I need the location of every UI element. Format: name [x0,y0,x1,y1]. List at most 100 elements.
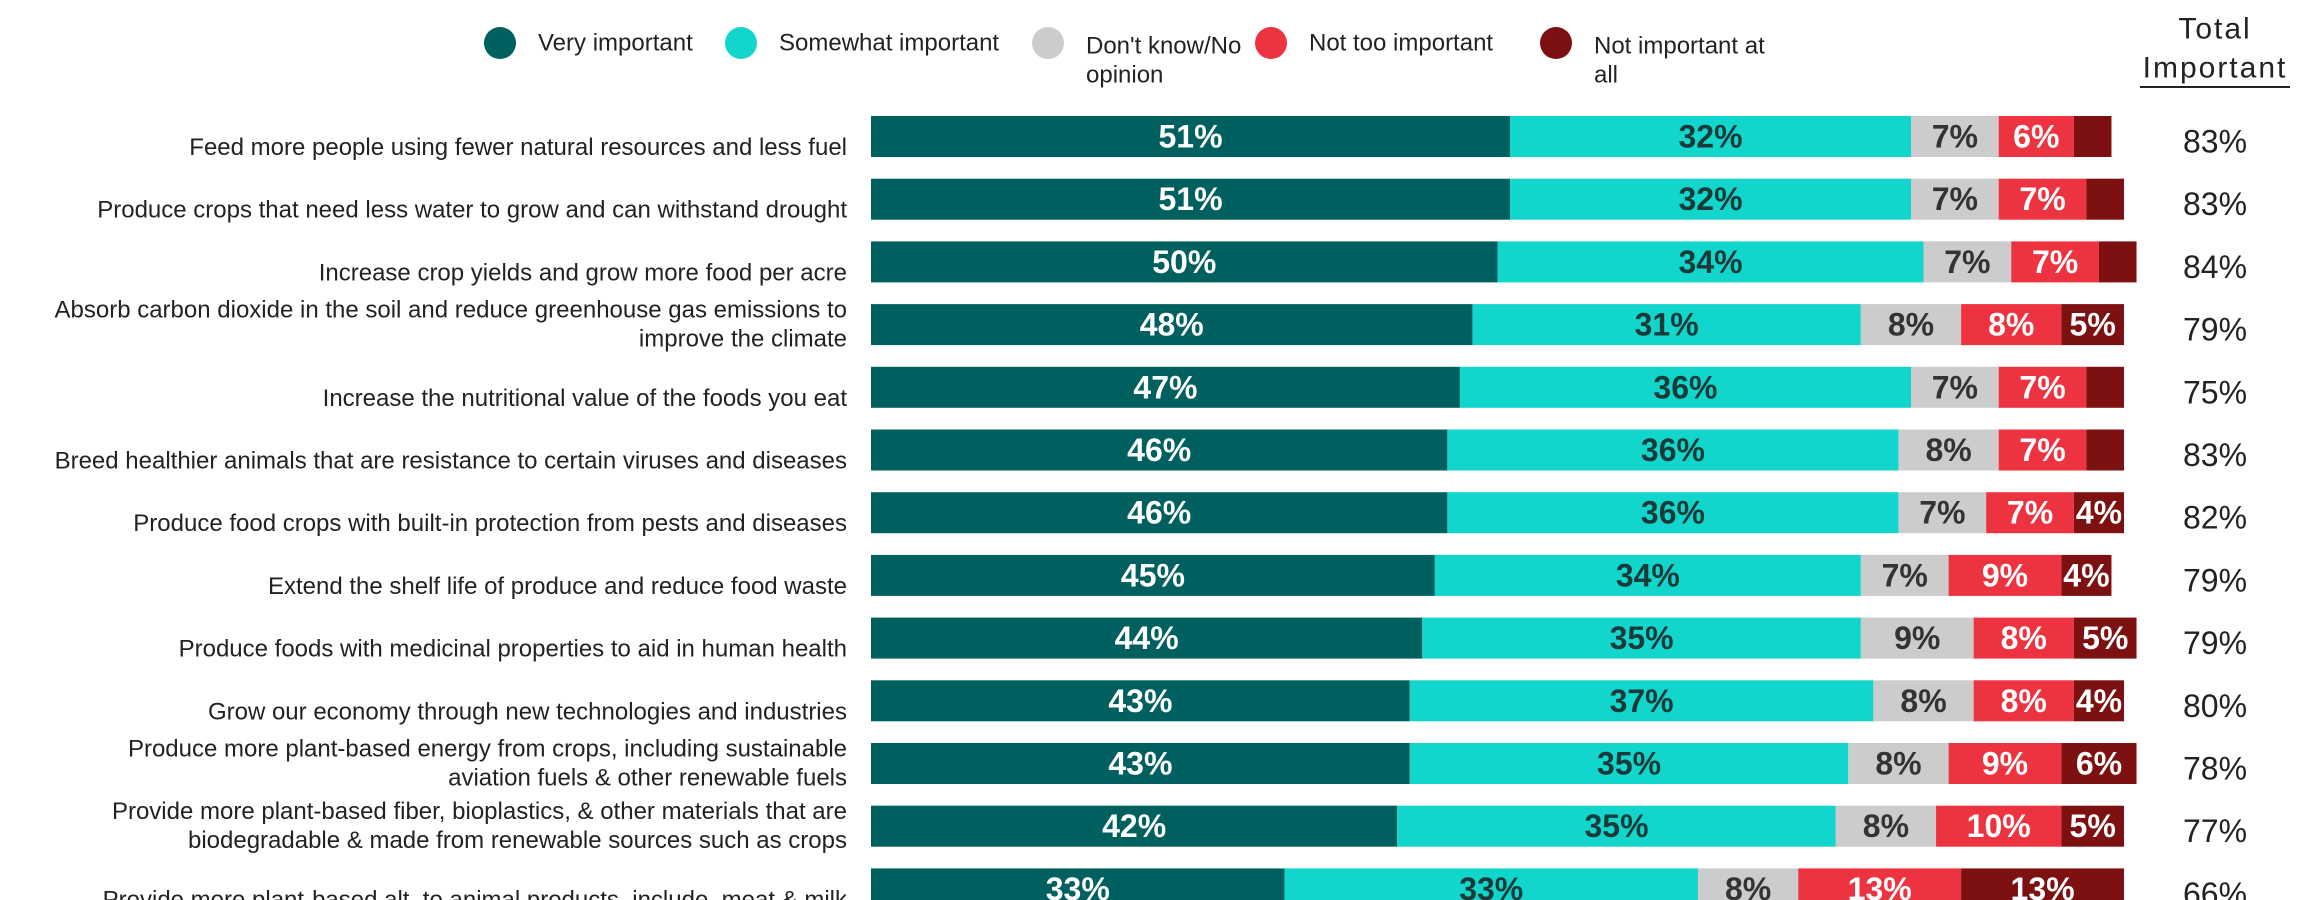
data-label: 4% [2076,683,2122,719]
legend-label: Somewhat important [779,30,999,57]
bar-segment [1948,554,2062,596]
total-header-line: Total [2178,13,2251,46]
data-label: 46% [1127,495,1191,531]
data-label: 9% [1982,557,2028,593]
data-label: 8% [2001,620,2047,656]
data-label: 45% [1121,557,1185,593]
legend-swatch [1032,27,1064,59]
category-label: Provide more plant-based alt. to animal … [103,886,848,900]
bar-segment [2073,492,2124,534]
bar-segment [2061,304,2124,346]
bar-segment [1998,116,2074,157]
legend-swatch [1255,27,1287,59]
data-label: 33% [1459,871,1523,900]
bar-segment [1284,868,1698,900]
data-label: 13% [2011,871,2075,900]
total-value: 79% [2183,562,2247,598]
bar-segment [1798,868,1962,900]
bar-segment [1472,304,1861,346]
bar-segment [1936,805,2062,847]
bar-segment [871,178,1511,220]
bar-segment [871,116,1511,157]
legend-label: Very important [538,30,693,57]
category-label: Produce foods with medicinal properties … [179,636,847,663]
data-label: 8% [1988,307,2034,343]
bar-segment [1434,554,1861,596]
category-label: Feed more people using fewer natural res… [189,134,847,161]
bar-segment [1910,178,1999,220]
total-value: 78% [2183,751,2247,787]
data-label: 8% [1725,871,1771,900]
data-label: 42% [1102,808,1166,844]
bar-segment [1961,868,2124,900]
bar-segment [871,304,1473,346]
total-value: 82% [2183,500,2247,536]
bar-segment [1998,366,2087,408]
data-label: 35% [1610,620,1674,656]
data-label: 8% [1925,432,1971,468]
data-label: 35% [1585,808,1649,844]
bar-segment [1998,429,2087,471]
bar-segment [2086,178,2124,220]
bar-segment [1973,680,2074,722]
data-label: 7% [1932,369,1978,405]
legend-label: Not important at all [1594,33,1765,89]
total-value: 83% [2183,124,2247,160]
bar-segment [871,554,1435,596]
data-label: 36% [1653,369,1717,405]
data-label: 8% [2001,683,2047,719]
total-value: 84% [2183,249,2247,285]
bar-segment [2073,617,2137,659]
bar-segment [2061,554,2112,596]
data-label: 36% [1641,495,1705,531]
bar-segment [2086,366,2124,408]
bar-segment [871,492,1448,534]
bar-segment [1447,429,1899,471]
category-label: Absorb carbon dioxide in the soil and re… [55,297,848,353]
data-label: 7% [1919,495,1965,531]
data-label: 37% [1610,683,1674,719]
data-label: 7% [2019,432,2065,468]
data-label: 5% [2070,307,2116,343]
data-label: 32% [1678,119,1742,155]
total-value: 75% [2183,374,2247,410]
bar-segment [871,617,1423,659]
bar-segment [1510,178,1911,220]
data-label: 13% [1848,871,1912,900]
bar-segment [1697,868,1799,900]
bar-segment [871,868,1285,900]
data-label: 51% [1158,181,1222,217]
bar-segment [1860,304,1962,346]
total-value: 77% [2183,813,2247,849]
data-label: 7% [1882,557,1928,593]
bar-segment [871,743,1410,784]
data-label: 6% [2076,746,2122,782]
data-label: 7% [2032,244,2078,280]
data-label: 32% [1678,181,1742,217]
data-label: 33% [1046,871,1110,900]
legend-swatch [484,27,516,59]
data-label: 47% [1133,369,1197,405]
data-label: 36% [1641,432,1705,468]
legend-label: Don't know/No opinion [1086,33,1241,89]
legend-swatch [1540,27,1572,59]
data-label: 35% [1597,746,1661,782]
category-label: Extend the shelf life of produce and red… [268,573,847,600]
bar-segment [2073,116,2112,157]
data-label: 4% [2063,557,2109,593]
bar-segment [1998,178,2087,220]
bar-segment [2061,805,2124,847]
bar-segment [1422,617,1861,659]
bar-segment [1835,805,1937,847]
data-label: 9% [1982,746,2028,782]
data-label: 34% [1616,557,1680,593]
category-label: Provide more plant-based fiber, bioplast… [112,798,847,854]
bar-segment [2073,680,2124,722]
data-label: 7% [1944,244,1990,280]
bar-segment [1961,304,2062,346]
category-label: Increase crop yields and grow more food … [319,259,847,286]
data-label: 6% [2013,119,2059,155]
data-label: 43% [1108,683,1172,719]
data-label: 50% [1152,244,1216,280]
